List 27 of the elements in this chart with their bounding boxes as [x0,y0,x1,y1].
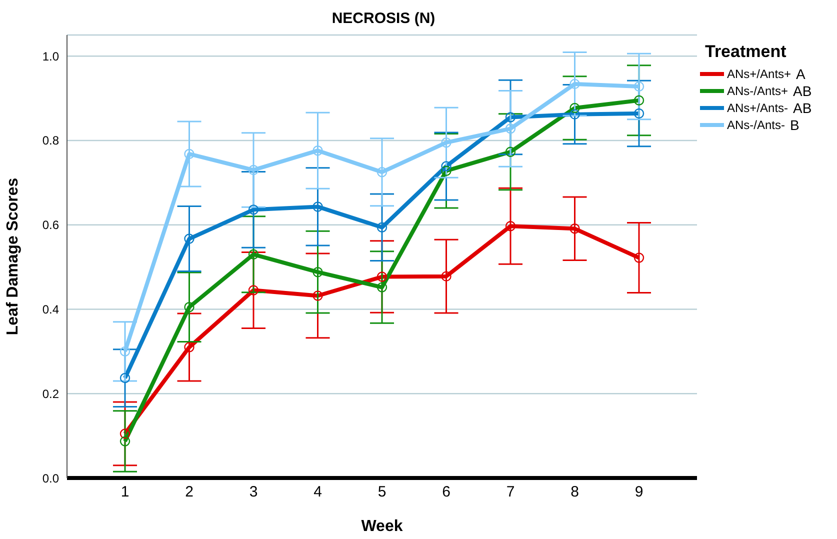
x-tick-label: 7 [506,484,515,501]
x-tick-label: 4 [314,484,322,501]
legend-label: ANs-/Ants- [727,118,786,132]
x-tick-label: 2 [185,484,194,501]
y-axis-title: Leaf Damage Scores [4,178,22,336]
text: AB [793,82,812,98]
legend-label: ANs-/Ants+ [727,84,788,98]
x-tick-label: 5 [378,484,386,501]
x-axis-title: Week [361,518,403,535]
text: A [796,66,806,82]
y-tick-label: 1.0 [42,49,60,64]
chart-title: NECROSIS (N) [330,10,436,27]
x-tick-label: 3 [249,484,258,501]
legend-label: ANs+/Ants+ [727,66,792,80]
legend-title: Treatment [705,42,788,62]
x-tick-label: 8 [570,484,579,501]
y-tick-label: 0.0 [42,471,60,486]
y-tick-label: 0.8 [42,134,60,148]
y-tick-label: 0.6 [42,218,60,232]
y-tick-label: 0.4 [42,302,60,316]
x-tick-label: 6 [442,484,450,501]
text: B [790,116,800,132]
text: AB [793,100,812,116]
x-tick-label: 1 [120,484,130,501]
legend-label: ANs+/Ants- [727,100,788,114]
y-tick-label: 0.2 [42,386,60,401]
x-tick-label: 9 [634,484,644,501]
